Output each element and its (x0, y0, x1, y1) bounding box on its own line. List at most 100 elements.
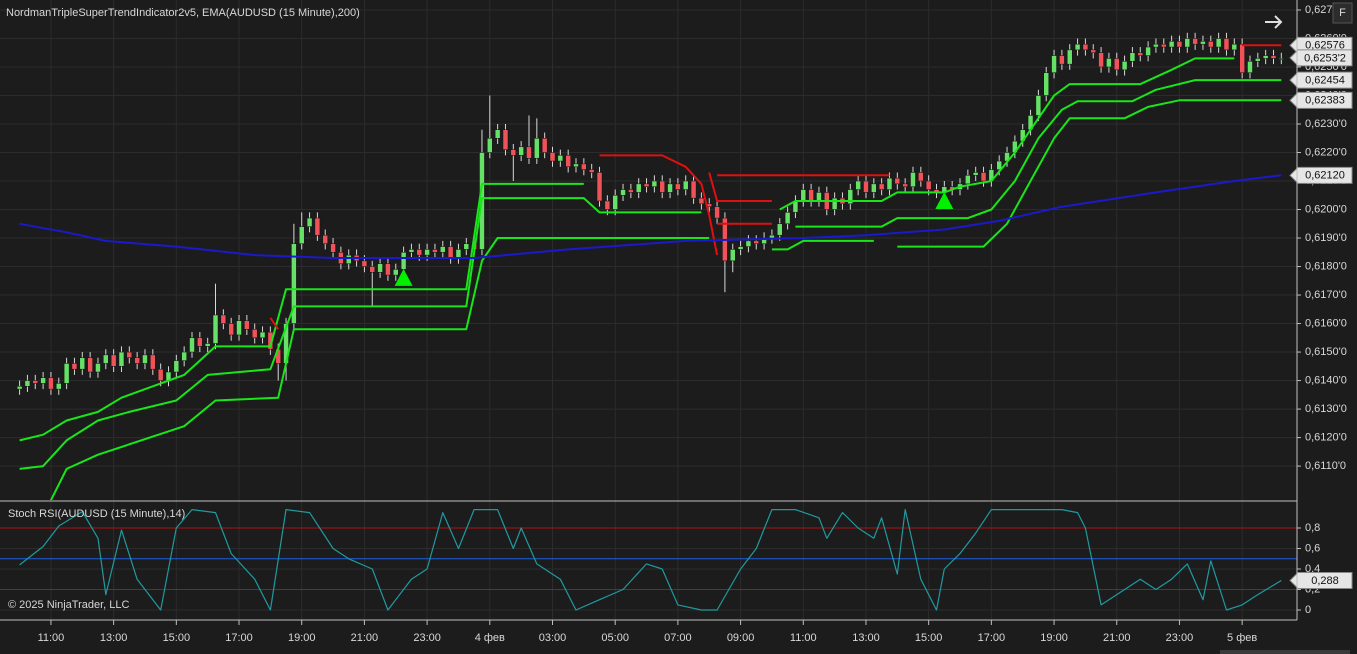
candle-body (510, 149, 517, 156)
x-tick-label: 05:00 (601, 632, 629, 644)
candle-body (996, 160, 1002, 170)
candle-body (291, 243, 297, 324)
x-tick-label: 19:00 (1040, 632, 1068, 644)
price-tag-label: 0,62454 (1305, 75, 1345, 87)
signal-arrow (935, 191, 954, 209)
candle-body (1231, 43, 1238, 51)
y-tick-label: 0,6140'0 (1305, 374, 1347, 386)
y-tick-label: 0,6110'0 (1305, 460, 1346, 472)
candle-body (729, 249, 736, 262)
x-tick-label: 13:00 (100, 632, 128, 644)
candle-body (1278, 58, 1285, 60)
candle-body (972, 172, 979, 176)
x-tick-label: 4 фев (475, 632, 505, 644)
candle-body (1176, 41, 1183, 48)
x-tick-label: 17:00 (225, 632, 253, 644)
candle-body (690, 180, 697, 199)
candle-body (95, 363, 101, 373)
y-tick-label: 0,6180'0 (1305, 260, 1347, 272)
candle-body (32, 380, 39, 384)
candle-body (236, 320, 242, 336)
y-tick-label: 0,4 (1305, 563, 1320, 575)
candle-body (682, 180, 689, 190)
candle-body (753, 240, 760, 244)
indicator-line (19, 57, 1235, 442)
x-tick-label: 21:00 (1103, 632, 1131, 644)
indicator-line (50, 99, 1282, 500)
candle-body (769, 234, 775, 239)
candle-body (628, 189, 634, 193)
y-tick-label: 0,6170'0 (1305, 289, 1347, 301)
button-box[interactable] (1332, 2, 1353, 24)
y-tick-label: 0,6160'0 (1305, 317, 1347, 329)
candle-body (204, 343, 211, 347)
x-tick-label: 13:00 (852, 632, 880, 644)
candle-body (220, 314, 227, 324)
candle-body (910, 172, 916, 187)
candle-body (612, 195, 618, 210)
candle-body (1223, 38, 1230, 51)
candle-body (878, 183, 885, 190)
candle-body (541, 138, 548, 153)
candle-body (1129, 52, 1136, 62)
candle-body (142, 354, 148, 364)
price-tag-label: 0,62576 (1305, 40, 1345, 52)
y-tick-label: 0,6 (1305, 542, 1320, 554)
candle-body (808, 189, 814, 202)
candle-body (1114, 58, 1120, 71)
candle-body (103, 354, 109, 364)
candle-body (1262, 55, 1269, 59)
candle-body (251, 328, 258, 339)
price-tag-label: 0,6253'2 (1304, 52, 1346, 64)
price-tag-label: 0,62383 (1305, 95, 1345, 107)
arrow-icon[interactable] (1265, 15, 1283, 29)
candle-body (604, 200, 611, 210)
y-tick-label: 0,6130'0 (1305, 403, 1347, 415)
candle-body (87, 357, 93, 373)
button-label[interactable]: F (1339, 7, 1346, 19)
candle-body (635, 183, 642, 193)
x-tick-label: 15:00 (163, 632, 191, 644)
candle-body (1090, 49, 1096, 53)
candle-body (189, 337, 195, 353)
candle-body (63, 363, 70, 384)
candle-body (557, 155, 564, 162)
candle-body (502, 129, 509, 150)
candle-body (126, 351, 133, 359)
candle-body (56, 383, 62, 390)
candle-body (698, 197, 705, 205)
candle-body (518, 146, 524, 156)
scrollbar[interactable] (1220, 650, 1350, 654)
y-tick-label: 0,6190'0 (1305, 232, 1347, 244)
candle-body (1145, 46, 1151, 56)
candle-body (620, 189, 626, 196)
candle-body (777, 223, 783, 236)
candle-body (526, 146, 532, 159)
candle-body (1192, 38, 1198, 45)
x-tick-label: 23:00 (1166, 632, 1194, 644)
candle-body (40, 377, 46, 384)
candle-body (1121, 61, 1128, 71)
candle-body (894, 177, 901, 185)
candle-body (455, 249, 462, 259)
candle-body (197, 337, 203, 347)
indicator-title: Stoch RSI(AUDUSD (15 Minute),14) (8, 508, 185, 520)
candle-body (24, 380, 31, 387)
candle-body (1082, 43, 1089, 51)
x-tick-label: 17:00 (978, 632, 1006, 644)
candle-body (573, 163, 579, 168)
candle-body (1200, 41, 1206, 45)
candle-body (534, 138, 540, 159)
candle-body (980, 172, 987, 182)
candle-body (228, 323, 234, 336)
candle-body (1043, 72, 1049, 96)
value-tag-label: 0,288 (1311, 575, 1339, 587)
x-tick-label: 5 фев (1227, 632, 1257, 644)
y-tick-label: 0,6220'0 (1305, 146, 1347, 158)
candle-body (1161, 43, 1167, 48)
candle-body (1106, 58, 1112, 68)
candle-body (447, 246, 454, 259)
candle-body (1153, 43, 1159, 48)
